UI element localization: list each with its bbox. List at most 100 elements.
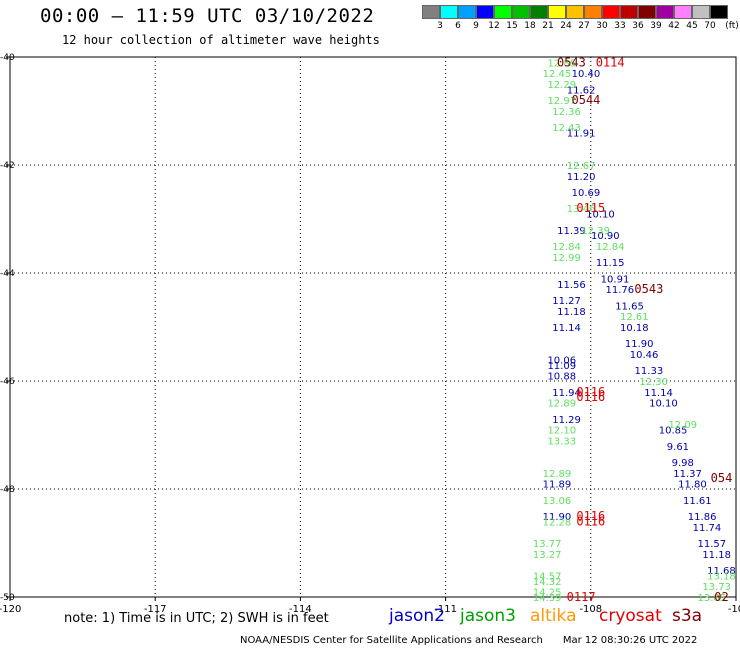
color-scale-label: 27 xyxy=(578,21,590,31)
s3a-point-label: 02 xyxy=(714,590,728,604)
color-scale: 3 6 9 12 15 18 21 24 27 30 33 36 39 42 45 70 (ft) xyxy=(422,5,739,33)
jason3-point-label: 12.45 xyxy=(543,69,572,80)
jason2-point-label: 11.62 xyxy=(567,85,596,96)
legend-jason2: jason2 xyxy=(389,606,445,626)
jason2-point-label: 11.14 xyxy=(644,388,673,399)
jason2-point-label: 10.06 xyxy=(547,355,576,366)
jason2-point-label: 11.80 xyxy=(678,480,707,491)
color-scale-swatch xyxy=(422,5,440,19)
jason2-point-label: 11.90 xyxy=(543,512,572,523)
jason3-point-label: 12.84 xyxy=(596,242,625,253)
color-scale-label: 70 xyxy=(704,21,716,31)
jason2-point-label: 11.68 xyxy=(707,566,736,577)
color-scale-label: 24 xyxy=(560,21,572,31)
s3a-point-label: 054 xyxy=(711,471,733,485)
cryosat-point-label: 0116 xyxy=(576,514,605,528)
color-scale-label: 3 xyxy=(437,21,443,31)
jason2-point-label: 11.76 xyxy=(606,285,635,296)
jason3-point-label: 12.89 xyxy=(543,469,572,480)
color-scale-swatch xyxy=(602,5,620,19)
s3a-point-label: 0544 xyxy=(572,93,601,107)
jason3-point-label: 13.18 xyxy=(707,571,736,582)
jason2-point-label: 11.86 xyxy=(688,512,717,523)
color-scale-label: 21 xyxy=(542,21,554,31)
jason2-point-label: 11.27 xyxy=(552,296,581,307)
color-scale-label: 33 xyxy=(614,21,626,31)
plot-frame xyxy=(9,56,737,598)
color-scale-label: 18 xyxy=(524,21,536,31)
color-scale-label: 12 xyxy=(488,21,500,31)
legend-altika: altika xyxy=(530,606,577,626)
jason3-point-label: 12.97 xyxy=(547,96,576,107)
jason3-point-label: 13.77 xyxy=(533,539,562,550)
color-scale-label: 30 xyxy=(596,21,608,31)
footer-credit: NOAA/NESDIS Center for Satellite Applica… xyxy=(240,635,543,646)
jason3-point-label: 12.36 xyxy=(552,107,581,118)
y-tick-label: -44 xyxy=(0,269,15,279)
jason3-point-label: 14.39 xyxy=(533,593,562,604)
jason2-point-label: 11.37 xyxy=(673,469,702,480)
x-tick-label: -114 xyxy=(289,604,312,615)
jason3-point-label: 12.84 xyxy=(552,242,581,253)
jason2-point-label: 11.18 xyxy=(557,307,586,318)
color-scale-swatch xyxy=(512,5,530,19)
color-scale-swatch xyxy=(530,5,548,19)
color-scale-label: 9 xyxy=(473,21,479,31)
cryosat-point-label: 0117 xyxy=(567,590,596,604)
cryosat-point-label: 0116 xyxy=(576,385,605,399)
jason3-point-label: 13.27 xyxy=(533,550,562,561)
y-tick-label: -46 xyxy=(0,377,15,387)
jason3-point-label: 13.73 xyxy=(702,582,731,593)
color-scale-swatch xyxy=(584,5,602,19)
jason2-point-label: 11.14 xyxy=(552,323,581,334)
jason3-point-label: 13.06 xyxy=(543,496,572,507)
cryosat-point-label: 0114 xyxy=(596,55,625,69)
color-scale-swatch xyxy=(458,5,476,19)
s3a-point-label: 0543 xyxy=(557,55,586,69)
jason2-point-label: 11.90 xyxy=(625,339,654,350)
chart-subtitle: 12 hour collection of altimeter wave hei… xyxy=(62,33,380,47)
jason3-point-label: 12.30 xyxy=(639,377,668,388)
x-tick-label: -117 xyxy=(144,604,167,615)
jason2-point-label: 10.10 xyxy=(586,210,615,221)
jason3-point-label: 12.67 xyxy=(567,161,596,172)
jason2-point-label: 10.88 xyxy=(547,372,576,383)
color-scale-label: 45 xyxy=(686,21,698,31)
color-scale-labels: 3 6 9 12 15 18 21 24 27 30 33 36 39 42 45 70 (ft) xyxy=(422,19,739,33)
y-tick-label: -48 xyxy=(0,485,15,495)
y-tick-label: -42 xyxy=(0,161,15,171)
x-tick-label: -10 xyxy=(728,604,740,615)
jason2-point-label: 10.85 xyxy=(659,426,688,437)
jason3-point-label: 13.46 xyxy=(567,204,596,215)
jason2-point-label: 11.61 xyxy=(683,496,712,507)
jason3-point-label: 14.57 xyxy=(533,571,562,582)
jason2-point-label: 10.10 xyxy=(649,399,678,410)
color-scale-swatch xyxy=(548,5,566,19)
color-scale-swatch xyxy=(656,5,674,19)
legend-jason3: jason3 xyxy=(460,606,516,626)
jason3-point-label: 12.09 xyxy=(668,420,697,431)
jason2-point-label: 11.57 xyxy=(697,539,726,550)
jason3-point-label: 12.89 xyxy=(547,399,576,410)
color-scale-swatch xyxy=(620,5,638,19)
x-tick-label: -108 xyxy=(579,604,602,615)
jason3-point-label: 12.43 xyxy=(552,123,581,134)
color-scale-label: 42 xyxy=(668,21,680,31)
color-scale-label: 36 xyxy=(632,21,644,31)
legend-cryosat: cryosat xyxy=(599,606,662,626)
chart-title: 00:00 – 11:59 UTC 03/10/2022 xyxy=(40,5,375,27)
jason2-point-label: 11.91 xyxy=(567,129,596,140)
jason2-point-label: 11.94 xyxy=(552,388,581,399)
color-scale-label: 39 xyxy=(650,21,662,31)
jason2-point-label: 9.61 xyxy=(667,442,689,453)
jason2-point-label: 10.46 xyxy=(630,350,659,361)
jason2-point-label: 11.74 xyxy=(693,523,722,534)
jason3-point-label: 14.25 xyxy=(533,588,562,599)
legend-s3a: s3a xyxy=(672,606,703,626)
jason3-point-label: 14.32 xyxy=(533,577,562,588)
jason2-point-label: 10.40 xyxy=(572,69,601,80)
color-scale-swatch xyxy=(674,5,692,19)
jason3-point-label: 12.85 xyxy=(547,58,576,69)
jason2-point-label: 11.09 xyxy=(547,361,576,372)
